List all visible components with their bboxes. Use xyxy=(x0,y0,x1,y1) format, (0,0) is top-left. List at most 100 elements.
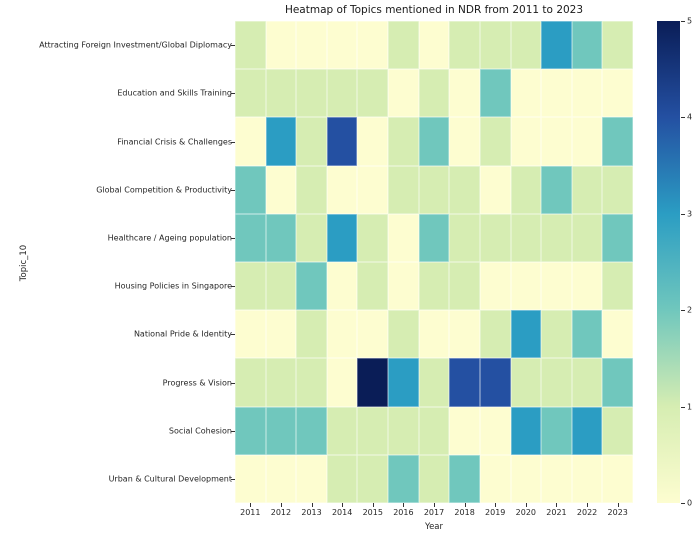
colorbar xyxy=(657,21,680,503)
heatmap-cell xyxy=(265,165,297,214)
colorbar-tick-label: 0 xyxy=(687,498,693,508)
heatmap-cell xyxy=(418,406,450,455)
y-tick-label: Financial Crisis & Challenges xyxy=(117,137,232,146)
heatmap-cell xyxy=(510,117,542,166)
heatmap-cell xyxy=(388,358,419,407)
heatmap-cell xyxy=(235,213,266,262)
heatmap-cell xyxy=(388,213,419,262)
y-tick-label: Social Cohesion xyxy=(168,426,232,436)
x-tick-mark xyxy=(250,503,252,507)
heatmap-cell xyxy=(296,262,327,311)
y-tick-mark xyxy=(231,334,235,336)
heatmap-cell xyxy=(265,358,297,407)
heatmap-cell xyxy=(541,358,572,407)
colorbar-tick-label: 2 xyxy=(687,305,693,315)
x-tick-label: 2014 xyxy=(331,508,353,517)
x-tick-label: 2021 xyxy=(546,508,567,517)
heatmap-cell xyxy=(418,358,450,407)
heatmap-cell xyxy=(602,213,633,262)
x-tick-label: 2017 xyxy=(423,508,445,517)
heatmap-cell xyxy=(265,262,297,311)
colorbar-tick-mark xyxy=(681,310,685,312)
x-tick-mark xyxy=(372,503,374,507)
x-tick-mark xyxy=(434,503,435,507)
y-tick-mark xyxy=(231,189,235,191)
heatmap-cell xyxy=(479,69,511,118)
heatmap-cell xyxy=(265,69,297,118)
x-tick-label: 2020 xyxy=(515,508,537,517)
colorbar-tick-mark xyxy=(681,213,685,215)
heatmap-cell xyxy=(418,165,450,214)
heatmap-cell xyxy=(357,358,389,407)
heatmap-cell xyxy=(388,406,419,455)
heatmap-cell xyxy=(479,454,511,503)
heatmap-cell xyxy=(357,165,389,214)
heatmap-cell xyxy=(357,21,389,70)
x-tick-mark xyxy=(280,503,282,507)
x-tick-mark xyxy=(525,503,527,507)
heatmap-cell xyxy=(235,165,266,214)
heatmap-cell xyxy=(388,21,419,70)
y-tick-label: Housing Policies in Singapore xyxy=(114,281,232,291)
heatmap-cell xyxy=(265,406,297,455)
x-tick-mark xyxy=(556,503,558,507)
heatmap-cell xyxy=(235,117,266,166)
y-tick-mark xyxy=(231,45,235,47)
heatmap-cell xyxy=(296,454,327,503)
heatmap-cell xyxy=(388,69,419,118)
heatmap-cell xyxy=(449,69,480,118)
heatmap-cell xyxy=(510,262,542,311)
heatmap-cell xyxy=(602,406,633,455)
heatmap-cell xyxy=(449,406,480,455)
heatmap-cell xyxy=(326,213,358,262)
x-tick-mark xyxy=(464,503,466,507)
heatmap-cell xyxy=(265,454,297,503)
heatmap-cell xyxy=(388,454,419,503)
heatmap-cell xyxy=(479,310,511,359)
heatmap-cell xyxy=(541,454,572,503)
heatmap-cell xyxy=(235,358,266,407)
x-tick-mark xyxy=(617,503,619,507)
y-tick-mark xyxy=(231,382,235,384)
heatmap-cell xyxy=(235,406,266,455)
y-tick-mark xyxy=(231,430,235,432)
heatmap-cell xyxy=(571,454,603,503)
colorbar-tick-mark xyxy=(681,117,685,119)
heatmap-cell xyxy=(296,21,327,70)
x-tick-label: 2016 xyxy=(393,508,414,517)
heatmap-cell xyxy=(235,310,266,359)
heatmap-cell xyxy=(449,213,480,262)
heatmap-cell xyxy=(357,454,389,503)
heatmap-cell xyxy=(571,69,603,118)
heatmap-cell xyxy=(479,262,511,311)
heatmap-cell xyxy=(357,262,389,311)
y-tick-label: Global Competition & Productivity xyxy=(96,185,232,195)
heatmap-cell xyxy=(571,358,603,407)
heatmap-cell xyxy=(326,69,358,118)
y-tick-label: Progress & Vision xyxy=(162,378,232,387)
heatmap-cell xyxy=(602,69,633,118)
heatmap-cell xyxy=(296,310,327,359)
heatmap-cell xyxy=(571,213,603,262)
heatmap-cell xyxy=(602,117,633,166)
heatmap-cell xyxy=(602,21,633,70)
x-axis-label: Year xyxy=(425,522,443,532)
y-tick-mark xyxy=(231,141,235,143)
heatmap-cell xyxy=(449,262,480,311)
heatmap-cell xyxy=(479,213,511,262)
heatmap-cell xyxy=(265,310,297,359)
heatmap-cell xyxy=(296,165,327,214)
heatmap-cell xyxy=(541,406,572,455)
heatmap-cell xyxy=(571,117,603,166)
heatmap-cell xyxy=(357,406,389,455)
heatmap-cell xyxy=(326,21,358,70)
y-tick-label: Attracting Foreign Investment/Global Dip… xyxy=(39,40,232,50)
heatmap-cell xyxy=(541,310,572,359)
heatmap-cell xyxy=(235,262,266,311)
y-tick-label: Education and Skills Training xyxy=(117,88,232,98)
heatmap-cell xyxy=(326,454,358,503)
heatmap-cell xyxy=(388,117,419,166)
x-tick-label: 2011 xyxy=(240,508,261,517)
heatmap-cell xyxy=(449,21,480,70)
heatmap-cell xyxy=(602,454,633,503)
